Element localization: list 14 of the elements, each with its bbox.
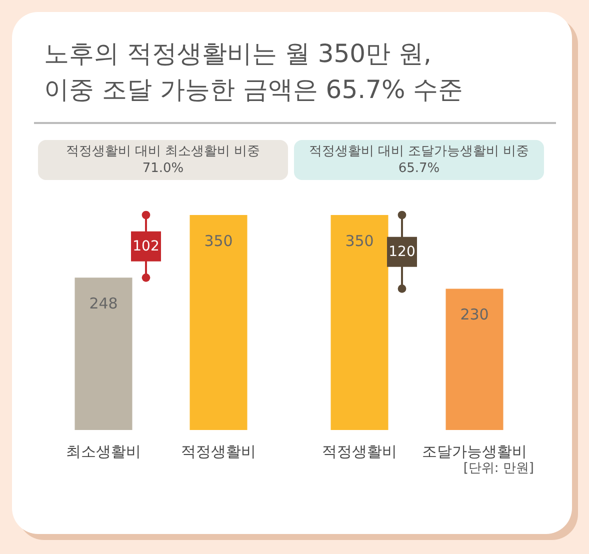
data-label: 230 xyxy=(460,306,489,324)
chart-title: 노후의 적정생활비는 월 350만 원, 이중 조달 가능한 금액은 65.7% 수준 xyxy=(44,38,464,106)
x-tick-label: 조달가능생활비 xyxy=(422,442,527,460)
x-tick-label: 적정생활비 xyxy=(181,442,256,460)
annotation: 102 xyxy=(132,238,160,254)
x-tick-label: 적정생활비 xyxy=(322,442,397,460)
data-label: 350 xyxy=(345,232,374,250)
data-label: 350 xyxy=(204,232,233,250)
chart-subtitle: 적정생활비 대비 조달가능생활비 비중 65.7% xyxy=(294,140,544,180)
annotation: 120 xyxy=(388,244,416,260)
text: [단위: 만원] xyxy=(462,460,535,477)
chart-subtitle: 적정생활비 대비 최소생활비 비중 71.0% xyxy=(38,140,288,180)
x-tick-label: 최소생활비 xyxy=(66,442,141,460)
data-label: 248 xyxy=(89,294,118,313)
